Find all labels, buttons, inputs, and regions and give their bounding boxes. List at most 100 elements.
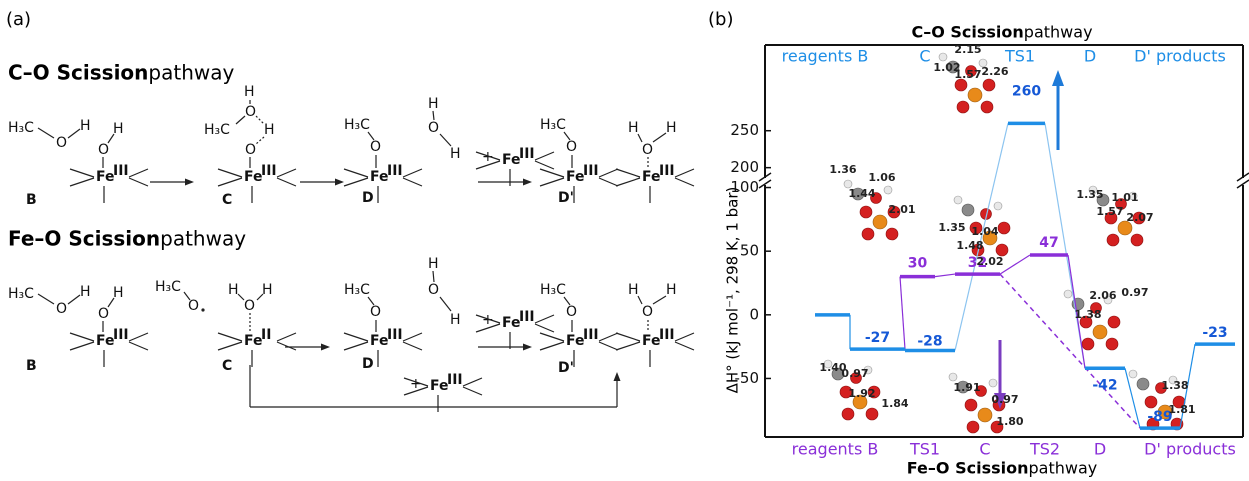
bond-length: 0.97 — [991, 393, 1018, 406]
atom-label: H — [666, 120, 677, 136]
atom-ball — [968, 88, 982, 102]
atom-label: H₃C — [155, 279, 181, 295]
atom-ball — [862, 228, 874, 240]
atom-label: Fe — [370, 333, 389, 349]
atom-ball — [1082, 338, 1094, 350]
atom-label: O — [244, 298, 255, 314]
y-tick-label: 100 — [730, 178, 759, 196]
atom-label: O — [245, 104, 256, 120]
atom-label: Fe — [96, 169, 115, 185]
species-label: C — [222, 358, 232, 374]
atom-ball — [1106, 338, 1118, 350]
panel-label: (b) — [708, 9, 733, 30]
atom-ball — [873, 215, 887, 229]
atom-label: H — [428, 96, 439, 112]
oxidation-state: III — [659, 163, 675, 179]
atom-label: H₃C — [204, 122, 230, 138]
bond-length: 1.44 — [848, 187, 875, 200]
bond-length: 1.57 — [954, 68, 981, 81]
atom-ball — [1137, 378, 1149, 390]
bond-length: 1.91 — [953, 381, 980, 394]
y-axis-title: ΔH° (kJ mol⁻¹, 298 K, 1 bar) — [724, 187, 742, 394]
bottom-category: TS2 — [1029, 440, 1060, 459]
atom-ball — [978, 408, 992, 422]
bond-length: 1.01 — [1111, 191, 1138, 204]
atom-ball — [967, 421, 979, 433]
atom-label: H₃C — [8, 286, 34, 302]
atom-label: H — [244, 84, 255, 100]
bottom-category: reagents B — [792, 440, 879, 459]
atom-label: H — [80, 118, 91, 134]
y-tick-label: -50 — [735, 369, 760, 387]
y-tick-label: 0 — [749, 305, 759, 323]
atom-ball — [965, 399, 977, 411]
species-label: D — [362, 356, 374, 372]
atom-label: O — [370, 304, 381, 320]
section-title: pathway — [148, 61, 234, 85]
atom-label: Fe — [96, 333, 115, 349]
y-tick-label: 50 — [740, 242, 759, 260]
bond-length: 1.57 — [1096, 205, 1123, 218]
atom-ball — [981, 101, 993, 113]
bond-length: 2.07 — [1126, 211, 1153, 224]
oxidation-state: III — [519, 146, 535, 162]
atom-label: O — [98, 306, 109, 322]
bond-length: 1.35 — [1076, 188, 1103, 201]
atom-label: H₃C — [540, 117, 566, 133]
value-label: 260 — [1012, 83, 1041, 99]
panel-label: (a) — [6, 9, 31, 30]
top-category: D' products — [1134, 47, 1226, 66]
atom-label: H — [113, 285, 124, 301]
chart-title: C–O Scission — [911, 23, 1023, 42]
atom-label: O — [98, 142, 109, 158]
atom-label: O — [428, 120, 439, 136]
section-title: C–O Scission — [8, 61, 148, 85]
atom-ball — [962, 204, 974, 216]
oxidation-state: III — [113, 163, 129, 179]
atom-ball — [989, 379, 997, 387]
oxidation-state: III — [113, 327, 129, 343]
atom-label: H₃C — [344, 117, 370, 133]
atom-label: O — [56, 135, 67, 151]
oxidation-state: III — [261, 163, 277, 179]
atom-label: Fe — [244, 169, 263, 185]
atom-label: H — [628, 282, 639, 298]
bottom-category: C — [979, 440, 990, 459]
bond-length: 1.36 — [829, 163, 856, 176]
atom-label: O — [188, 298, 199, 314]
value-label: 30 — [908, 256, 928, 272]
atom-ball — [1108, 316, 1120, 328]
species-label: C — [222, 192, 232, 208]
oxidation-state: III — [387, 327, 403, 343]
value-label: -23 — [1202, 325, 1227, 341]
chart-title: pathway — [1024, 23, 1093, 42]
oxidation-state: III — [659, 327, 675, 343]
oxidation-state: III — [583, 163, 599, 179]
atom-label: O — [56, 301, 67, 317]
atom-label: Fe — [502, 152, 521, 168]
atom-ball — [1129, 370, 1137, 378]
atom-label: H₃C — [344, 282, 370, 298]
bond-length: 1.38 — [1161, 379, 1188, 392]
species-label: D — [362, 190, 374, 206]
atom-ball — [1131, 234, 1143, 246]
bond-length: 1.81 — [1168, 403, 1195, 416]
atom-label: O — [428, 282, 439, 298]
atom-label: Fe — [566, 333, 585, 349]
atom-ball — [1064, 290, 1072, 298]
atom-ball — [994, 202, 1002, 210]
atom-label: H — [264, 122, 275, 138]
oxidation-state: III — [519, 309, 535, 325]
bottom-category: TS1 — [909, 440, 940, 459]
atom-label: O — [642, 304, 653, 320]
atom-label: O — [566, 304, 577, 320]
x-axis-title: pathway — [1028, 459, 1097, 478]
value-label: -42 — [1092, 377, 1117, 393]
species-label: B — [26, 192, 37, 208]
atom-label: H — [262, 282, 273, 298]
bond-length: 2.01 — [888, 203, 915, 216]
atom-label: O — [642, 142, 653, 158]
atom-label: Fe — [642, 333, 661, 349]
bond-length: 1.35 — [938, 221, 965, 234]
y-tick-label: 200 — [730, 158, 759, 176]
